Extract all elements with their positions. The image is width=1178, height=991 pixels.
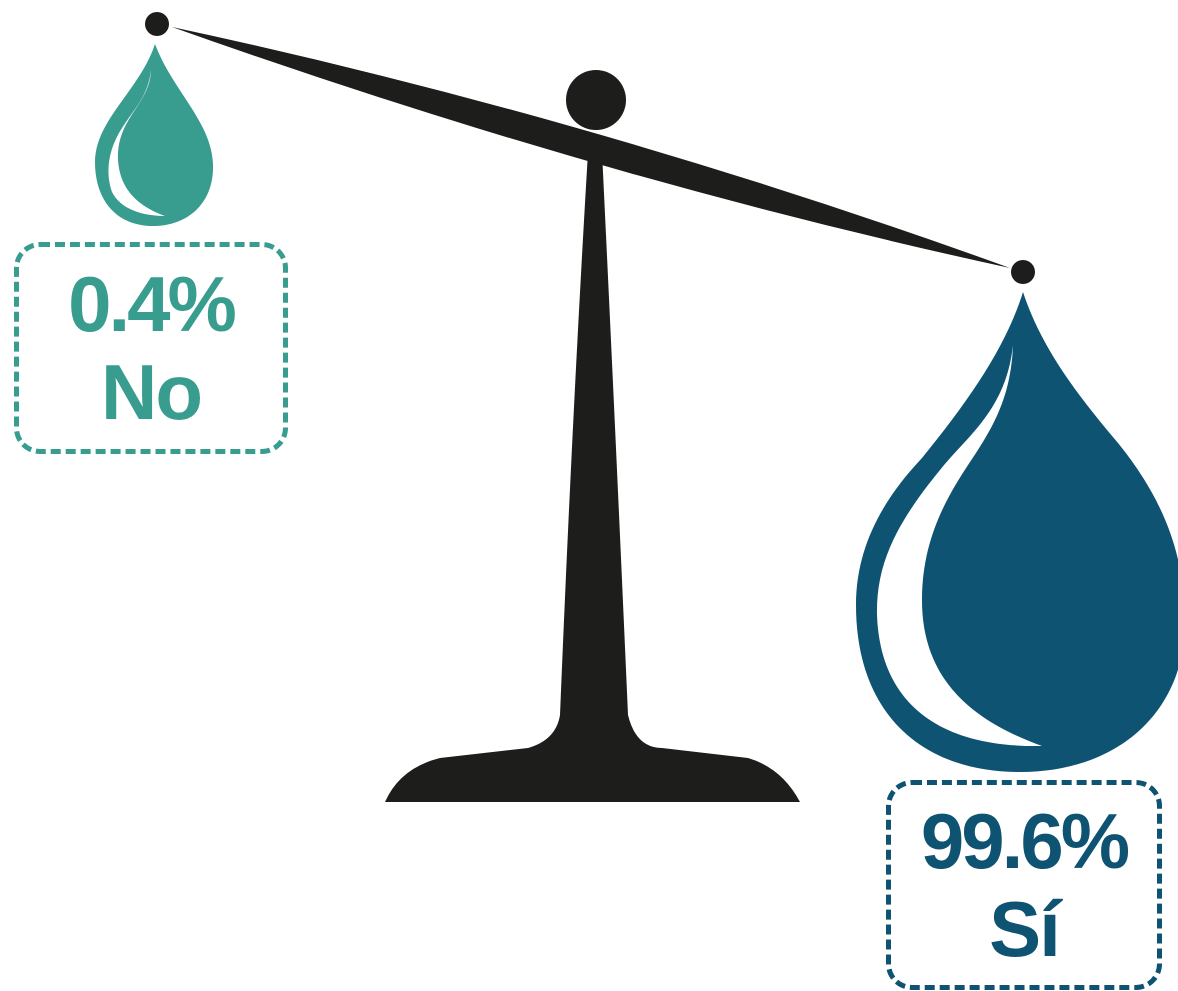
answer-si-label: Sí xyxy=(989,885,1061,973)
answer-si-percent: 99.6% xyxy=(920,797,1130,885)
scale-pivot xyxy=(566,70,626,130)
drop-no-body xyxy=(95,44,214,226)
answer-no-box: 0.4% No xyxy=(14,242,288,454)
drop-si-highlight xyxy=(876,345,1042,747)
beam-end-left xyxy=(145,12,169,36)
beam-end-right xyxy=(1011,260,1035,284)
drop-si xyxy=(856,292,1178,772)
answer-no-percent: 0.4% xyxy=(68,260,237,348)
scale-beam xyxy=(172,27,1010,268)
drop-no xyxy=(95,44,214,226)
answer-no-label: No xyxy=(101,348,203,436)
answer-si-box: 99.6% Sí xyxy=(886,780,1162,990)
drop-si-body xyxy=(856,292,1178,772)
scale-column xyxy=(385,152,800,802)
